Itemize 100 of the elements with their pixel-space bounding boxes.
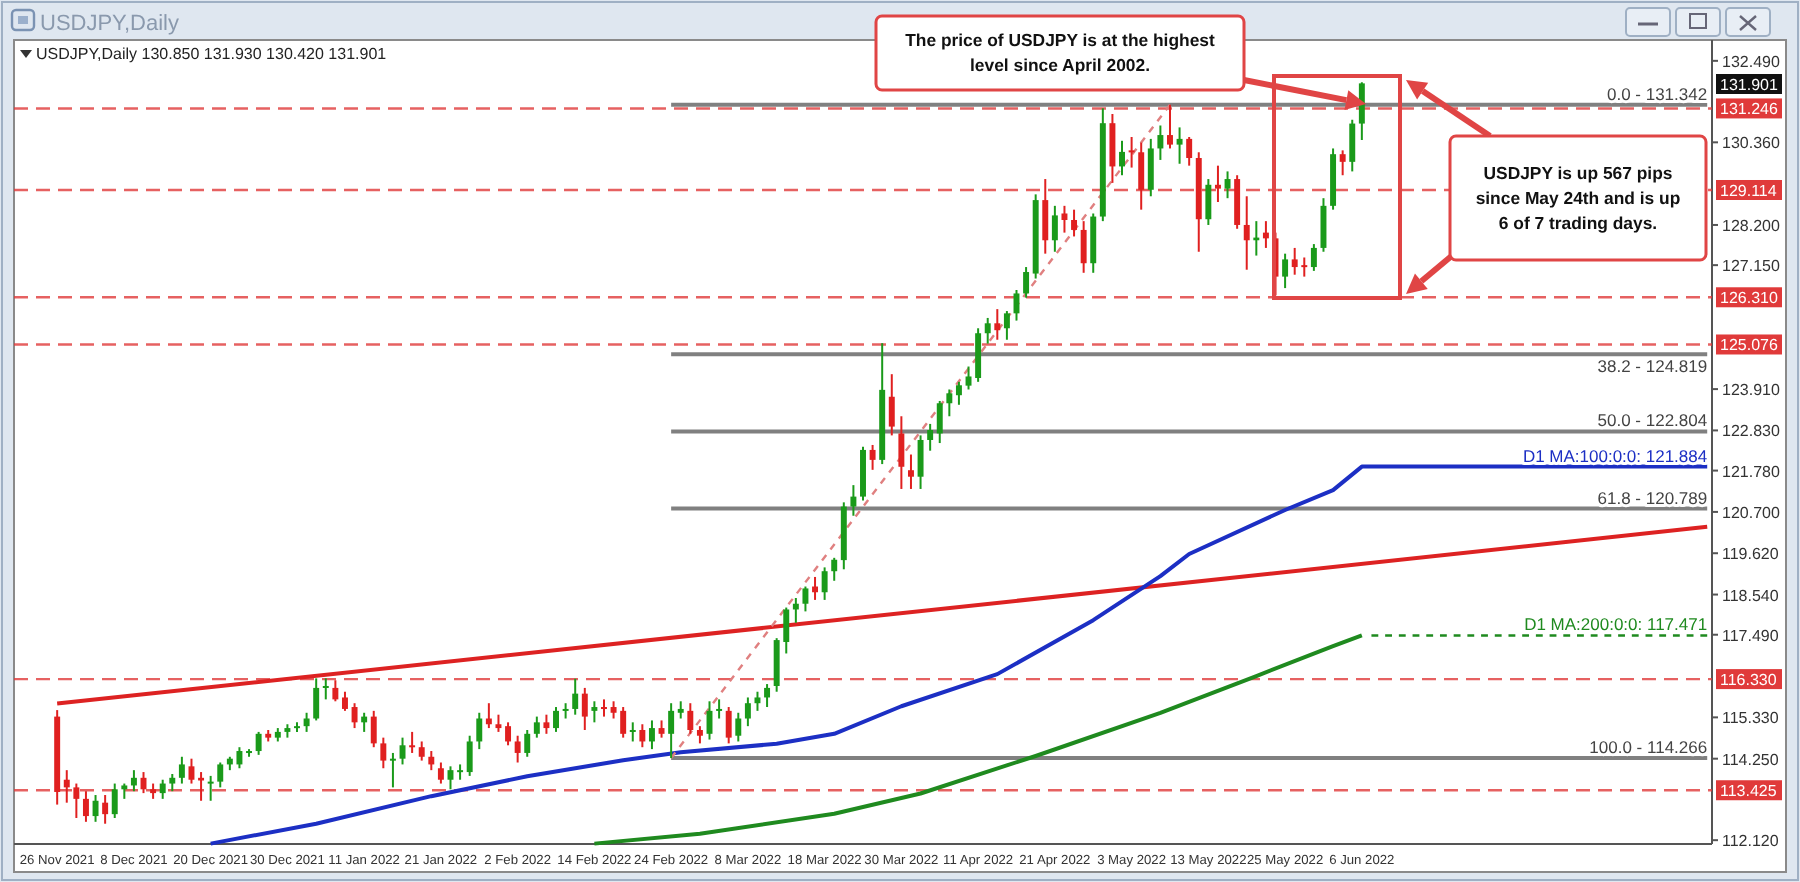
candlestick	[955, 380, 962, 406]
candlestick	[965, 365, 972, 391]
candlestick	[725, 706, 732, 745]
candlestick	[994, 308, 1001, 341]
candlestick	[466, 734, 473, 777]
series-label: 0.0 - 131.342	[1606, 83, 1708, 104]
candlestick	[370, 709, 377, 749]
candlestick	[639, 723, 646, 749]
candlestick	[629, 721, 636, 743]
series-label: D1 MA:100:0:0: 121.884	[1522, 445, 1708, 466]
candlestick	[341, 690, 348, 712]
candlestick	[764, 683, 771, 709]
candlestick	[111, 782, 118, 819]
y-tick-label: 120.700	[1722, 503, 1781, 522]
ref-line-label: 125.076	[1720, 336, 1779, 355]
y-tick-label: 130.360	[1722, 134, 1781, 153]
candlestick	[1080, 220, 1087, 274]
candlestick	[936, 399, 943, 445]
candlestick	[1071, 208, 1078, 238]
candlestick	[505, 721, 512, 747]
candlestick	[1119, 139, 1125, 177]
candlestick	[1310, 243, 1317, 272]
candlestick	[591, 700, 598, 724]
candlestick	[82, 790, 89, 823]
y-tick-label: 132.490	[1722, 52, 1781, 71]
candlestick	[159, 778, 166, 800]
ref-line-label: 126.310	[1720, 289, 1779, 308]
candlestick	[1214, 164, 1221, 204]
candlestick	[1157, 124, 1164, 161]
series-label: 50.0 - 122.804	[1597, 410, 1708, 431]
candlestick	[975, 327, 982, 383]
candlestick	[207, 774, 214, 802]
candlestick	[831, 556, 838, 582]
candlestick	[102, 794, 109, 825]
candlestick	[1147, 137, 1154, 198]
candlestick	[984, 316, 991, 345]
candlestick	[907, 453, 914, 490]
candlestick	[543, 713, 550, 735]
candlestick	[1224, 170, 1231, 200]
y-tick-label: 122.830	[1722, 422, 1781, 441]
candlestick	[1042, 178, 1049, 255]
candlestick	[1061, 204, 1068, 234]
candlestick	[1090, 212, 1097, 274]
chart-title: USDJPY,Daily	[40, 12, 180, 36]
candlestick	[888, 373, 895, 437]
candlestick	[1128, 135, 1135, 169]
y-tick-label: 118.540	[1722, 586, 1780, 605]
candlestick	[648, 719, 655, 751]
candlestick	[1339, 149, 1346, 177]
candlestick	[476, 711, 483, 751]
candlestick	[73, 782, 80, 819]
candlestick	[860, 445, 866, 502]
candlestick	[1051, 204, 1058, 253]
candlestick	[850, 484, 857, 517]
series-label: D1 MA:200:0:0: 117.471	[1524, 614, 1708, 635]
candlestick	[1023, 266, 1030, 299]
candlestick	[1349, 118, 1356, 173]
candlestick	[946, 388, 953, 418]
candlestick	[869, 443, 876, 471]
candlestick	[428, 750, 435, 772]
candlestick	[821, 566, 828, 601]
y-tick-label: 114.250	[1722, 750, 1780, 769]
candlestick	[744, 696, 751, 728]
candlestick	[917, 434, 924, 490]
candlestick	[130, 769, 137, 793]
candlestick	[735, 711, 742, 743]
y-tick-label: 121.780	[1722, 462, 1781, 481]
candlestick	[255, 730, 262, 756]
candlestick	[313, 677, 320, 722]
candlestick	[389, 751, 396, 789]
annotation: USDJPY is up 567 pips since May 24th and is up 6 of 7 trading days.	[1475, 162, 1681, 233]
candlestick	[178, 755, 185, 785]
series-label: 38.2 - 124.819	[1597, 356, 1708, 377]
candlestick	[409, 730, 416, 754]
y-tick-label: 112.120	[1722, 832, 1780, 851]
candlestick	[1109, 113, 1116, 184]
candlestick	[601, 698, 607, 718]
candlestick	[514, 734, 521, 764]
ref-line-label: 116.330	[1720, 671, 1778, 690]
candlestick	[351, 702, 358, 730]
candlestick	[533, 715, 540, 739]
candlestick	[322, 677, 329, 701]
candlestick	[303, 711, 310, 733]
candlestick	[1167, 103, 1173, 150]
candlestick	[457, 763, 464, 781]
candlestick	[572, 677, 579, 716]
candlestick	[1003, 310, 1010, 341]
candlestick	[1205, 178, 1212, 226]
candlestick	[437, 761, 444, 785]
text: 131.901	[1720, 76, 1779, 94]
candlestick	[1176, 126, 1183, 165]
candlestick	[687, 702, 694, 735]
series-label: 100.0 - 114.266	[1589, 737, 1708, 758]
y-tick-label: 123.910	[1722, 381, 1781, 400]
candlestick	[524, 728, 531, 758]
candlestick	[63, 769, 70, 804]
ref-line-label: 129.114	[1720, 182, 1778, 200]
y-tick-label: 115.330	[1722, 709, 1780, 728]
y-tick-label: 117.490	[1722, 626, 1780, 645]
candlestick	[802, 585, 809, 613]
